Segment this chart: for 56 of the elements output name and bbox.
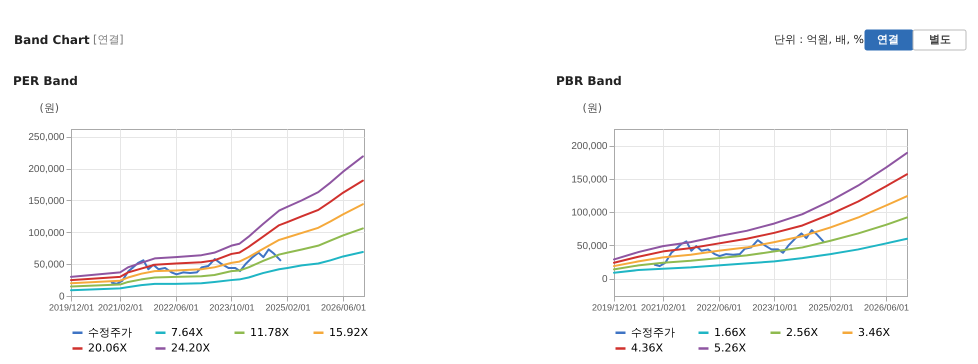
x-tick-label: 2022/06/01 (154, 302, 199, 312)
y-axis-title: (원) (40, 102, 60, 114)
line-series (613, 173, 908, 264)
line-series (613, 216, 908, 270)
y-tick-label: 50,000 (576, 240, 608, 252)
text: 별도 (929, 33, 951, 46)
line-series (654, 229, 824, 268)
x-tick-label: 2021/02/01 (98, 302, 144, 312)
y-tick-label: 0 (58, 292, 65, 302)
legend-label: 5.26X (714, 342, 746, 354)
legend-label: 3.46X (858, 326, 890, 339)
chart-title: PBR Band (556, 74, 622, 88)
x-tick-label: 2025/02/01 (808, 302, 854, 312)
line-series (613, 152, 908, 260)
y-axis-title: (원) (582, 102, 602, 114)
x-tick-label: 2025/02/01 (265, 302, 310, 312)
legend-label: 11.78X (250, 326, 290, 339)
y-tick-label: 50,000 (34, 260, 65, 271)
line-series (70, 251, 364, 292)
x-tick-label: 2022/06/01 (696, 302, 742, 312)
x-tick-label: 2026/06/01 (321, 302, 366, 312)
legend-label: 4.36X (631, 342, 664, 354)
line-series (70, 227, 364, 288)
y-tick-label: 200,000 (28, 164, 65, 176)
y-tick-label: 150,000 (28, 196, 65, 207)
y-tick-label: 100,000 (571, 208, 608, 219)
y-tick-label: 0 (602, 274, 608, 286)
legend-label: 20.06X (88, 342, 128, 354)
x-tick-label: 2023/10/01 (209, 302, 254, 312)
legend-label: 7.64X (171, 326, 204, 339)
x-tick-label: 2021/02/01 (641, 302, 686, 312)
line-series (613, 238, 908, 274)
line-series (70, 180, 364, 282)
y-tick-label: 100,000 (28, 228, 65, 239)
y-tick-label: 200,000 (571, 141, 608, 152)
line-series (613, 195, 908, 268)
chart-title: PER Band (13, 74, 78, 88)
legend-label: 2.56X (786, 326, 818, 339)
y-tick-label: 150,000 (571, 174, 608, 186)
line-series (70, 155, 364, 278)
legend-label: 15.92X (329, 326, 368, 339)
legend-label: 1.66X (714, 326, 746, 339)
text: [연결] (93, 33, 124, 46)
legend-label: 수정주가 (631, 326, 675, 339)
x-tick-label: 2026/06/01 (864, 302, 910, 312)
x-tick-label: 2019/12/01 (592, 302, 638, 312)
x-tick-label: 2023/10/01 (752, 302, 798, 312)
y-tick-label: 250,000 (28, 132, 65, 144)
text: Band Chart (14, 33, 90, 47)
legend-label: 수정주가 (88, 326, 132, 339)
text: 단위 : 억원, 배, % (774, 33, 864, 46)
line-series (70, 203, 364, 284)
text: 연결 (877, 33, 899, 46)
line-series (110, 248, 282, 285)
legend-label: 24.20X (171, 342, 210, 354)
x-tick-label: 2019/12/01 (48, 302, 94, 312)
